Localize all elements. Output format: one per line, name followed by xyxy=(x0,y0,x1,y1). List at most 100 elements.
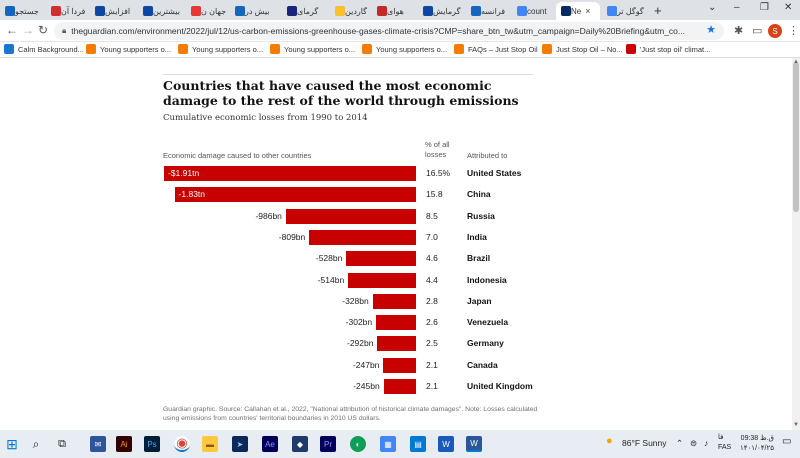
bookmark-favicon-icon xyxy=(626,44,636,54)
percent-label: 8.5 xyxy=(426,210,438,221)
browser-tab[interactable]: گرمای xyxy=(282,2,328,20)
chart-title: Countries that have caused the most econ… xyxy=(163,78,519,108)
browser-tab[interactable]: فرانسه xyxy=(466,2,510,20)
browser-tab[interactable]: فردا آن xyxy=(46,2,88,20)
reload-icon[interactable]: ↻ xyxy=(38,23,49,37)
column-header-damage: Economic damage caused to other countrie… xyxy=(163,151,312,160)
tab-close-icon[interactable]: × xyxy=(585,6,591,16)
network-icon[interactable]: ⊜ xyxy=(690,438,698,448)
tab-favicon-icon xyxy=(335,6,345,16)
browser-tab[interactable]: گوگل تر xyxy=(602,2,648,20)
scrollbar-thumb[interactable] xyxy=(793,62,799,212)
bookmarks-bar: Calm Background... Young supporters o... Y… xyxy=(0,42,800,58)
country-label: Brazil xyxy=(467,253,491,264)
windows-start-icon[interactable]: ⊞ xyxy=(6,435,18,452)
bar-value-label: -1.83tn xyxy=(178,189,206,200)
percent-label: 2.6 xyxy=(426,317,438,328)
language-short: فا xyxy=(718,434,724,441)
country-label: Russia xyxy=(467,210,495,221)
tab-favicon-icon xyxy=(607,6,617,16)
tab-label: فرانسه xyxy=(481,6,506,16)
minimize-icon[interactable]: – xyxy=(734,2,740,13)
bookmark-item[interactable]: Young supporters o... xyxy=(86,44,171,54)
chart-top-rule xyxy=(163,74,533,75)
bar xyxy=(174,187,416,203)
edge-icon[interactable]: ◐ xyxy=(350,436,366,452)
file-explorer-icon[interactable]: ▬ xyxy=(202,436,218,452)
bookmark-item[interactable]: Young supporters o... xyxy=(362,44,447,54)
app-icon-mail[interactable]: ✉ xyxy=(90,436,106,452)
browser-tab[interactable]: جهان ن xyxy=(186,2,228,20)
bar xyxy=(383,357,416,373)
tab-search-icon[interactable]: ⌄ xyxy=(708,2,717,13)
scroll-up-icon[interactable]: ▲ xyxy=(793,59,799,65)
bookmark-item[interactable]: Young supporters o... xyxy=(178,44,263,54)
language-indicator[interactable]: فا FAS xyxy=(718,433,731,453)
browser-tab[interactable]: بیشترین xyxy=(138,2,184,20)
photoshop-icon[interactable]: Ps xyxy=(144,436,160,452)
bar-value-label: -328bn xyxy=(342,295,369,306)
bookmark-item[interactable]: FAQs – Just Stop Oil xyxy=(454,44,538,54)
app-icon-blue[interactable]: ◆ xyxy=(292,436,308,452)
country-label: Canada xyxy=(467,359,498,370)
browser-tab[interactable]: گرمایش xyxy=(418,2,464,20)
browser-tab[interactable]: گاردین xyxy=(330,2,370,20)
premiere-icon[interactable]: Pr xyxy=(320,436,336,452)
bar xyxy=(309,229,416,245)
telegram-icon[interactable]: ➤ xyxy=(232,436,248,452)
volume-icon[interactable]: ♪ xyxy=(704,438,709,448)
browser-tab[interactable]: هوای xyxy=(372,2,416,20)
browser-tab[interactable]: جستجو xyxy=(0,2,44,20)
word-document-icon[interactable]: W xyxy=(466,436,482,452)
browser-tab[interactable]: بیش در xyxy=(230,2,280,20)
bookmark-star-icon[interactable]: ★ xyxy=(706,24,716,36)
back-icon[interactable]: ← xyxy=(6,23,18,37)
sidebar-icon[interactable]: ▭ xyxy=(752,25,763,37)
clock-date: ۱۴۰۱/۰۴/۲۵ xyxy=(740,445,774,452)
tray-chevron-icon[interactable]: ⌃ xyxy=(676,438,684,448)
bookmark-label: Just Stop Oil – No... xyxy=(556,44,623,54)
address-bar[interactable]: 🔒︎ theguardian.com/environment/2022/jul/… xyxy=(54,22,724,40)
task-view-icon[interactable]: ⧉ xyxy=(58,437,66,450)
bookmark-item[interactable]: Calm Background... xyxy=(4,44,84,54)
percent-label: 7.0 xyxy=(426,231,438,242)
new-tab-button[interactable]: + xyxy=(654,3,662,18)
bookmark-item[interactable]: 'Just stop oil' climat... xyxy=(626,44,710,54)
browser-toolbar: ← → ↻ 🔒︎ theguardian.com/environment/202… xyxy=(0,20,800,42)
tab-favicon-icon xyxy=(235,6,245,16)
country-label: China xyxy=(467,189,491,200)
tab-favicon-icon xyxy=(517,6,527,16)
bookmark-item[interactable]: Young supporters o... xyxy=(270,44,355,54)
browser-tab[interactable]: count xyxy=(512,2,554,20)
close-window-icon[interactable]: ✕ xyxy=(784,2,793,13)
store-icon[interactable]: ▦ xyxy=(380,436,396,452)
taskbar: ⊞ ⌕ ⧉ ✉ Ai Ps ◉ ▬ ➤ Ae ◆ Pr ◐ ▦ ▤ W W ● … xyxy=(0,430,800,458)
scrollbar[interactable] xyxy=(792,58,800,430)
weather-text[interactable]: 86°F Sunny xyxy=(622,438,667,448)
bar xyxy=(348,272,416,288)
maximize-icon[interactable]: ❐ xyxy=(760,2,769,13)
word-icon[interactable]: W xyxy=(438,436,454,452)
bookmark-item[interactable]: Just Stop Oil – No... xyxy=(542,44,623,54)
country-label: Indonesia xyxy=(467,274,507,285)
app-icon-windows[interactable]: ▤ xyxy=(410,436,426,452)
illustrator-icon[interactable]: Ai xyxy=(116,436,132,452)
scroll-down-icon[interactable]: ▼ xyxy=(793,422,799,428)
tab-favicon-icon xyxy=(191,6,201,16)
bookmark-label: FAQs – Just Stop Oil xyxy=(468,44,538,54)
weather-sun-icon: ● xyxy=(606,435,613,447)
profile-avatar[interactable]: S xyxy=(768,24,782,38)
clock[interactable]: 09:38 ق.ظ ۱۴۰۱/۰۴/۲۵ xyxy=(740,434,774,454)
country-label: India xyxy=(467,231,487,242)
extensions-icon[interactable]: ✱ xyxy=(734,25,744,37)
forward-icon[interactable]: → xyxy=(22,23,34,37)
browser-tab[interactable]: Ne × xyxy=(556,2,600,20)
after-effects-icon[interactable]: Ae xyxy=(262,436,278,452)
tab-label: افزایش xyxy=(105,6,131,16)
browser-tab[interactable]: افزایش xyxy=(90,2,136,20)
tab-favicon-icon xyxy=(287,6,297,16)
chrome-icon[interactable]: ◉ xyxy=(174,435,190,452)
menu-icon[interactable]: ⋮ xyxy=(788,25,799,37)
search-icon[interactable]: ⌕ xyxy=(32,436,40,451)
notifications-icon[interactable]: ▭ xyxy=(782,436,792,447)
